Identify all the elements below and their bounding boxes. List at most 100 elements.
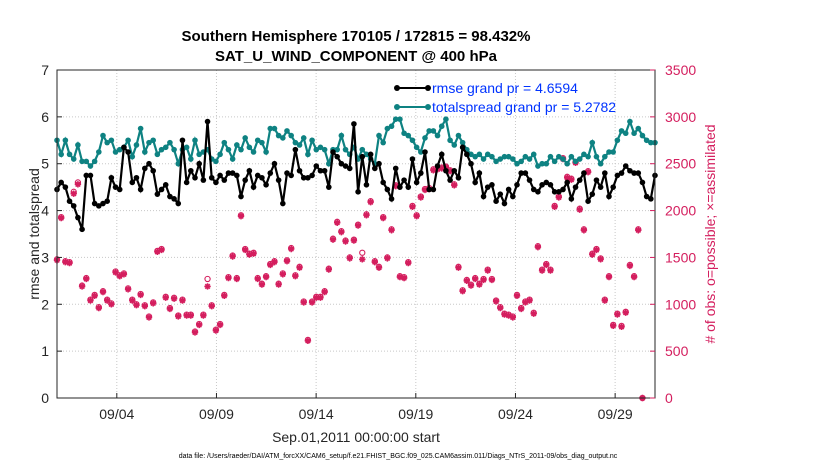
obs-assimilated-marker (275, 281, 282, 288)
totalspread-point (518, 158, 524, 165)
rmse-point (296, 167, 303, 174)
totalspread-point (254, 137, 261, 144)
obs-assimilated-marker (267, 261, 274, 269)
obs-possible-marker (359, 249, 366, 256)
totalspread-point (576, 156, 583, 162)
obs-assimilated-marker (116, 272, 123, 280)
y-tick-label: 6 (41, 109, 49, 125)
rmse-point (472, 179, 478, 186)
rmse-point (480, 193, 487, 200)
totalspread-point (585, 153, 591, 160)
x-axis-label: Sep.01,2011 00:00:00 start (272, 429, 440, 445)
obs-assimilated-marker (216, 321, 224, 329)
obs-assimilated-marker (204, 283, 211, 290)
obs-assimilated-marker (271, 258, 278, 266)
rmse-point (213, 179, 219, 186)
totalspread-point (606, 149, 612, 155)
obs-assimilated-marker (225, 274, 232, 282)
y2-tick-label: 3000 (665, 109, 696, 125)
obs-assimilated-marker (522, 299, 529, 306)
y2-tick-label: 0 (665, 390, 673, 406)
rmse-point (643, 193, 650, 200)
obs-assimilated-marker (317, 294, 324, 301)
rmse-point (380, 179, 386, 186)
rmse-point (384, 186, 391, 193)
rmse-point (367, 151, 374, 158)
rmse-point (409, 156, 416, 162)
x-tick-label: 09/29 (598, 406, 633, 422)
rmse-point (484, 184, 491, 190)
obs-assimilated-marker (455, 264, 462, 271)
rmse-point (597, 184, 604, 190)
totalspread-point (547, 153, 554, 160)
totalspread-point (405, 132, 412, 139)
obs-assimilated-marker (421, 186, 429, 194)
rmse-point (418, 170, 424, 176)
obs-assimilated-marker (601, 297, 609, 304)
obs-assimilated-marker (405, 259, 412, 267)
obs-assimilated-marker (580, 227, 588, 234)
totalspread-point (581, 151, 587, 158)
totalspread-point (418, 149, 424, 155)
rmse-point (142, 165, 148, 172)
obs-assimilated-marker (91, 292, 98, 300)
obs-assimilated-marker (158, 246, 165, 254)
obs-assimilated-marker (593, 246, 600, 254)
obs-assimilated-marker (338, 228, 345, 236)
obs-assimilated-marker (563, 174, 571, 181)
totalspread-point (263, 149, 269, 155)
totalspread-point (593, 153, 600, 160)
totalspread-point (221, 139, 228, 146)
obs-assimilated-marker (538, 267, 546, 274)
obs-assimilated-marker (509, 314, 517, 321)
obs-assimilated-marker (137, 291, 144, 299)
obs-assimilated-marker (333, 219, 341, 226)
totalspread-point (296, 142, 303, 148)
x-tick-label: 09/24 (498, 406, 533, 422)
rmse-point (422, 149, 428, 155)
totalspread-point (100, 132, 106, 139)
totalspread-point (150, 137, 156, 144)
y2-tick-label: 1500 (665, 249, 696, 265)
obs-assimilated-marker (446, 168, 454, 175)
obs-assimilated-marker (400, 274, 408, 282)
obs-assimilated-marker (363, 212, 370, 219)
rmse-point (292, 146, 299, 153)
totalspread-point (300, 135, 307, 141)
legend-rmse-marker (394, 85, 400, 91)
obs-assimilated-marker (212, 327, 220, 334)
rmse-point (246, 167, 253, 174)
totalspread-point (238, 146, 244, 153)
obs-assimilated-marker (480, 276, 487, 284)
obs-assimilated-marker (78, 283, 86, 290)
totalspread-point (597, 160, 604, 167)
rmse-point (363, 182, 370, 188)
rmse-point (263, 182, 269, 188)
x-tick-label: 09/19 (398, 406, 433, 422)
totalspread-point (104, 139, 110, 146)
rmse-point (351, 121, 357, 127)
obs-assimilated-marker (87, 297, 94, 304)
totalspread-point (556, 153, 562, 160)
totalspread-point (267, 125, 274, 132)
rmse-point (330, 149, 336, 155)
rmse-point (443, 167, 449, 174)
obs-assimilated-marker (635, 227, 642, 234)
obs-assimilated-marker (57, 214, 65, 222)
totalspread-point (133, 142, 140, 148)
rmse-point (183, 179, 190, 186)
obs-assimilated-marker (133, 302, 140, 309)
totalspread-point (484, 151, 491, 158)
obs-assimilated-marker (175, 313, 182, 320)
rmse-point (585, 198, 591, 204)
totalspread-point (271, 125, 278, 132)
obs-assimilated-marker (488, 276, 496, 284)
rmse-point (497, 191, 504, 197)
totalspread-point (146, 139, 152, 146)
rmse-point (451, 167, 458, 174)
legend-spread-marker-end (425, 104, 431, 110)
totalspread-point (250, 149, 257, 155)
totalspread-point (539, 160, 545, 167)
obs-assimilated-marker (170, 295, 178, 302)
totalspread-point (589, 139, 596, 146)
